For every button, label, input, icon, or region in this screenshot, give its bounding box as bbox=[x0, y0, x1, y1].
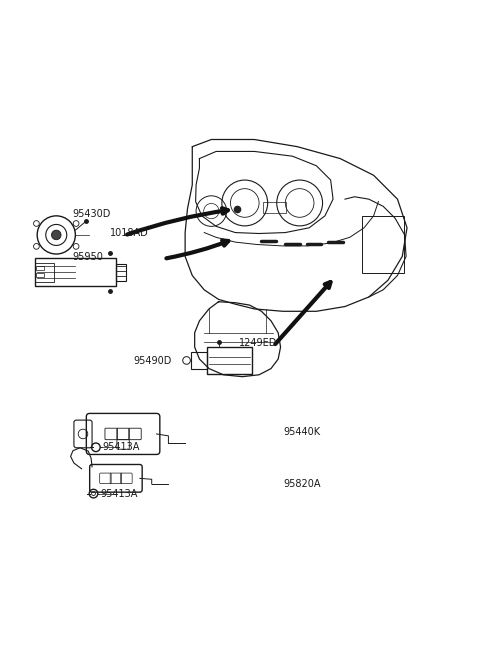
Text: 95413A: 95413A bbox=[101, 489, 138, 499]
Text: 95440K: 95440K bbox=[283, 427, 320, 437]
Circle shape bbox=[51, 230, 61, 239]
Text: 95820A: 95820A bbox=[283, 479, 321, 489]
Text: 1018AD: 1018AD bbox=[110, 228, 149, 237]
Text: 1249ED: 1249ED bbox=[239, 338, 277, 348]
Text: 95430D: 95430D bbox=[72, 209, 110, 219]
Text: 95413A: 95413A bbox=[103, 442, 140, 452]
Text: 95490D: 95490D bbox=[134, 356, 172, 367]
Text: 95950: 95950 bbox=[72, 253, 103, 262]
